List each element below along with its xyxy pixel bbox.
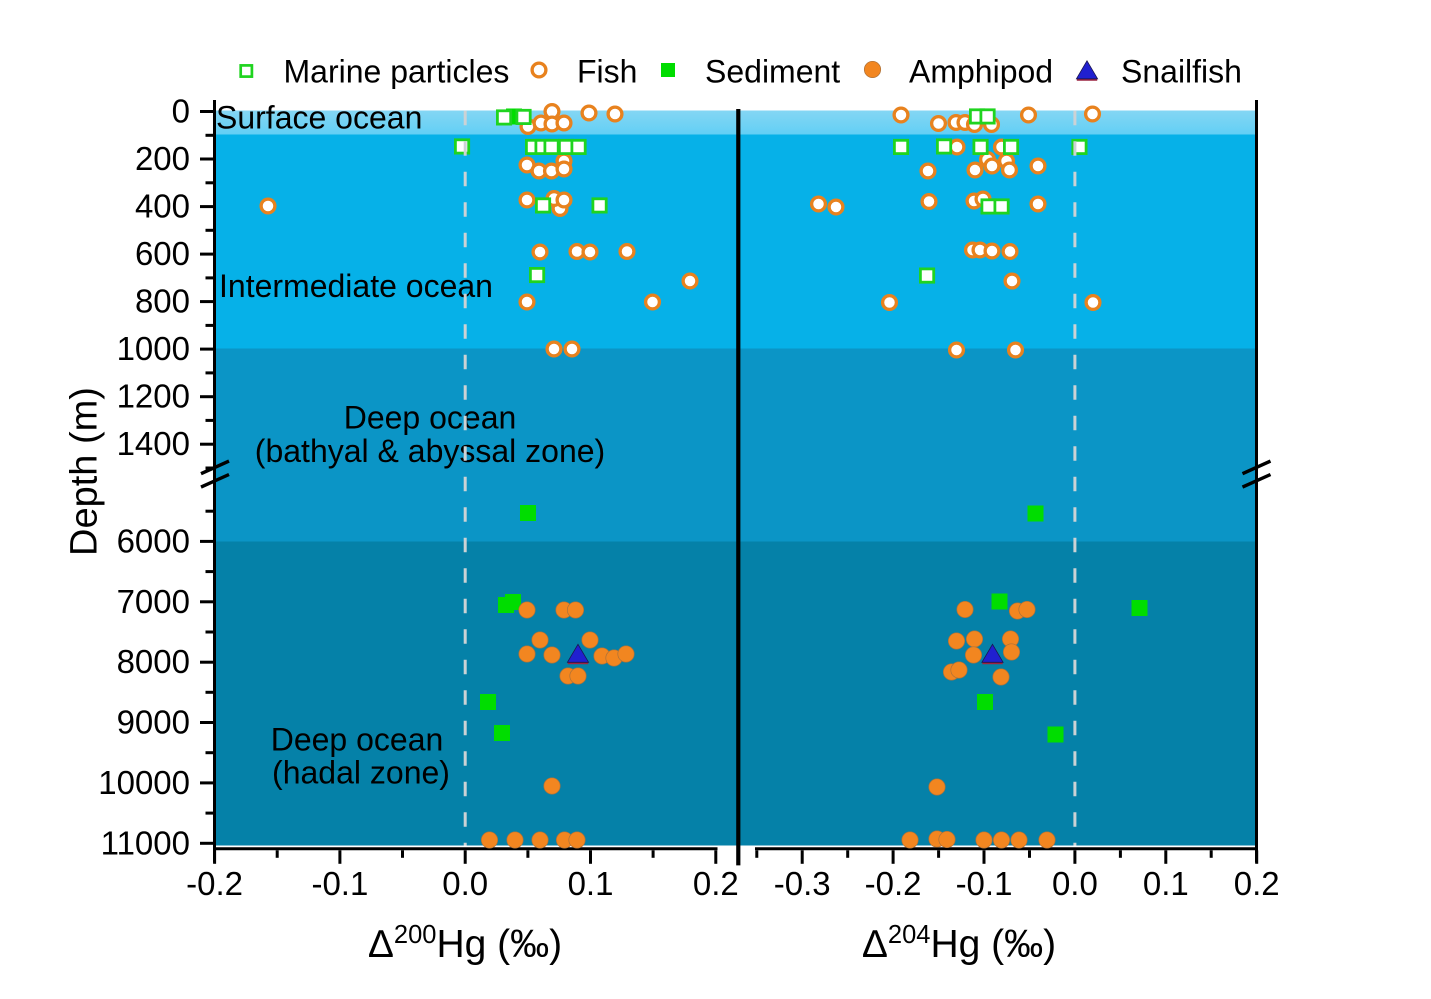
svg-text:(bathyal & abyssal zone): (bathyal & abyssal zone) (255, 433, 605, 469)
svg-text:Δ200Hg (‰): Δ200Hg (‰) (368, 921, 562, 966)
svg-text:Deep ocean: Deep ocean (271, 722, 444, 758)
svg-text:0.2: 0.2 (693, 865, 739, 902)
svg-text:11000: 11000 (101, 824, 190, 861)
svg-text:Amphipod: Amphipod (909, 54, 1053, 90)
svg-text:-0.1: -0.1 (311, 865, 368, 902)
svg-text:400: 400 (135, 188, 190, 225)
svg-text:(hadal zone): (hadal zone) (272, 755, 450, 791)
svg-text:1400: 1400 (117, 425, 190, 462)
svg-text:Depth (m): Depth (m) (64, 387, 106, 556)
svg-text:-0.2: -0.2 (186, 865, 243, 902)
svg-text:Sediment: Sediment (705, 54, 840, 90)
svg-text:-0.2: -0.2 (865, 865, 922, 902)
svg-text:10000: 10000 (98, 764, 190, 801)
svg-text:-0.3: -0.3 (774, 865, 831, 902)
svg-text:1000: 1000 (117, 330, 190, 367)
svg-text:7000: 7000 (117, 583, 190, 620)
svg-text:0.1: 0.1 (1143, 865, 1189, 902)
svg-text:0.0: 0.0 (442, 865, 488, 902)
svg-text:Marine particles: Marine particles (284, 54, 510, 90)
svg-text:9000: 9000 (117, 704, 190, 741)
svg-text:600: 600 (135, 235, 190, 272)
svg-text:200: 200 (135, 140, 190, 177)
svg-text:0.1: 0.1 (568, 865, 614, 902)
svg-text:Deep ocean: Deep ocean (344, 400, 517, 436)
svg-text:Fish: Fish (577, 54, 637, 90)
svg-text:0.2: 0.2 (1234, 865, 1280, 902)
svg-text:Δ204Hg (‰): Δ204Hg (‰) (862, 921, 1056, 966)
svg-text:Surface ocean: Surface ocean (216, 100, 422, 136)
svg-text:0.0: 0.0 (1052, 865, 1098, 902)
svg-text:Snailfish: Snailfish (1121, 54, 1242, 90)
svg-text:6000: 6000 (117, 522, 190, 559)
svg-text:Intermediate ocean: Intermediate ocean (219, 268, 493, 304)
svg-text:0: 0 (172, 93, 190, 130)
svg-text:-0.1: -0.1 (956, 865, 1013, 902)
svg-text:1200: 1200 (117, 378, 190, 415)
svg-text:8000: 8000 (117, 643, 190, 680)
svg-text:800: 800 (135, 283, 190, 320)
